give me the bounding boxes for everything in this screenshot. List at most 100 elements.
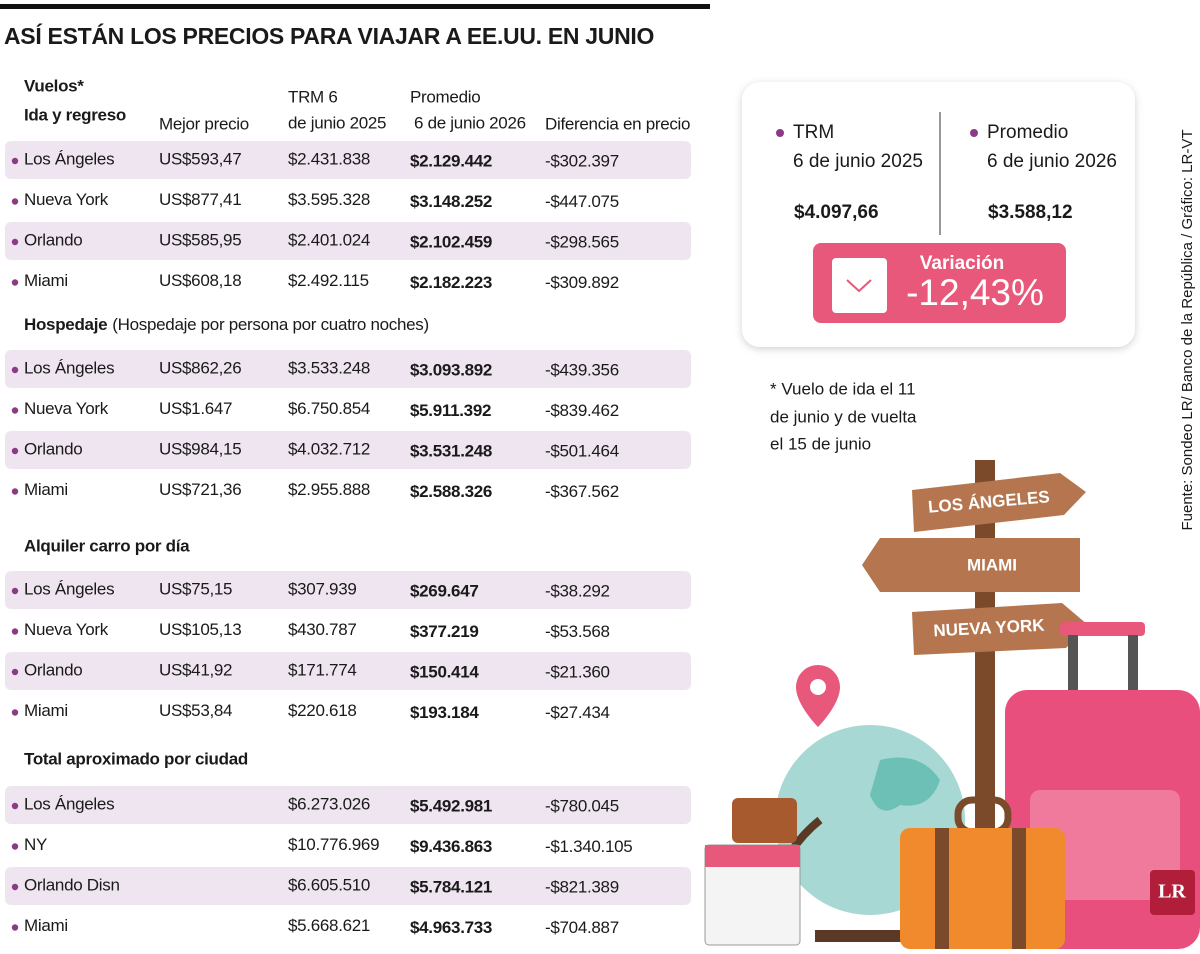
cell-trm: $2.955.888 xyxy=(288,480,370,499)
cell-avg: $150.414 xyxy=(410,662,479,681)
pocket xyxy=(1030,790,1180,900)
logo-text: LR xyxy=(1158,881,1186,903)
wallet xyxy=(732,798,797,843)
city: Orlando Disn xyxy=(24,875,120,894)
sign-label: MIAMI xyxy=(967,555,1017,574)
price-table: Mejor precio TRM 6 de junio 2025 Promedio 6 … xyxy=(5,76,691,937)
column-header: Promedio xyxy=(410,87,480,106)
column-header: Mejor precio xyxy=(159,114,249,133)
logo xyxy=(1150,870,1195,915)
cell-diff: -$821.389 xyxy=(545,877,619,896)
cell-best: US$585,95 xyxy=(159,230,241,249)
cell-avg: $9.436.863 xyxy=(410,837,492,856)
bullet xyxy=(11,488,19,495)
city: Miami xyxy=(24,701,68,720)
cell-diff: -$501.464 xyxy=(545,441,619,460)
cell-best: US$593,47 xyxy=(159,149,241,168)
chevron xyxy=(846,279,872,293)
summary-sub: 6 de junio 2026 xyxy=(987,151,1117,172)
cell-avg: $377.219 xyxy=(410,622,479,641)
cell-avg: $2.129.442 xyxy=(410,151,492,170)
handle xyxy=(1060,622,1145,636)
column-header: TRM 6 xyxy=(288,87,338,106)
cell-diff: -$704.887 xyxy=(545,918,619,937)
summary-label: Promedio xyxy=(987,122,1068,143)
cell-best: US$721,36 xyxy=(159,480,241,499)
cell-best: US$877,41 xyxy=(159,190,241,209)
handle-bar xyxy=(1068,635,1078,695)
bullet xyxy=(11,883,19,891)
bullet xyxy=(11,238,19,246)
summary-value: $3.588,12 xyxy=(988,202,1073,223)
cell-trm: $2.401.024 xyxy=(288,230,370,249)
cell-avg: $5.492.981 xyxy=(410,796,492,815)
city: NY xyxy=(24,835,47,854)
cell-avg: $3.148.252 xyxy=(410,192,492,211)
cell-trm: $220.618 xyxy=(288,701,357,720)
city: Los Ángeles xyxy=(24,358,114,377)
column-header: 6 de junio 2026 xyxy=(414,113,526,132)
city: Nueva York xyxy=(24,620,109,639)
orange-suitcase xyxy=(900,828,1065,949)
globe-base xyxy=(815,930,905,942)
cell-avg: $193.184 xyxy=(410,703,479,722)
cell-diff: -$780.045 xyxy=(545,796,619,815)
calendar-top xyxy=(705,845,800,867)
cell-diff: -$309.892 xyxy=(545,273,619,292)
strap xyxy=(935,828,949,949)
column-header: Diferencia en precio xyxy=(545,114,690,133)
sign xyxy=(912,603,1088,655)
cell-best: US$608,18 xyxy=(159,271,241,290)
bullet xyxy=(11,407,19,414)
cell-avg: $2.588.326 xyxy=(410,482,492,501)
cell-diff: -$298.565 xyxy=(545,232,619,251)
cell-diff: -$439.356 xyxy=(545,360,619,379)
variation-value: -12,43% xyxy=(906,272,1044,313)
cell-trm: $2.492.115 xyxy=(288,271,369,290)
cell-trm: $6.273.026 xyxy=(288,794,370,813)
cell-trm: $307.939 xyxy=(288,579,357,598)
cell-best: US$41,92 xyxy=(159,660,232,679)
cell-diff: -$302.397 xyxy=(545,151,619,170)
cell-best: US$75,15 xyxy=(159,579,232,598)
cell-diff: -$21.360 xyxy=(545,662,610,681)
section-subtitle: Ida y regreso xyxy=(24,105,126,124)
cell-trm: $2.431.838 xyxy=(288,149,370,168)
cell-trm: $3.533.248 xyxy=(288,358,370,377)
section-note: (Hospedaje por persona por cuatro noches… xyxy=(112,315,429,334)
cell-trm: $3.595.328 xyxy=(288,190,370,209)
cell-avg: $3.531.248 xyxy=(410,441,492,460)
cell-trm: $6.605.510 xyxy=(288,875,370,894)
pin xyxy=(796,665,840,727)
city: Miami xyxy=(24,271,68,290)
bullet xyxy=(11,157,19,165)
handle-bar xyxy=(1128,635,1138,695)
bullet xyxy=(11,198,19,205)
cell-avg: $269.647 xyxy=(410,581,479,600)
title: ASÍ ESTÁN LOS PRECIOS PARA VIAJAR A EE.U… xyxy=(4,22,654,49)
row-stripe xyxy=(5,652,691,690)
bullet xyxy=(776,129,784,137)
cell-diff: -$839.462 xyxy=(545,401,619,420)
footnote: de junio y de vuelta xyxy=(770,407,917,426)
cell-diff: -$38.292 xyxy=(545,581,610,600)
bullet xyxy=(11,668,19,676)
summary-value: $4.097,66 xyxy=(794,202,879,223)
city: Los Ángeles xyxy=(24,794,114,813)
bullet xyxy=(11,843,19,850)
cell-trm: $4.032.712 xyxy=(288,439,370,458)
bullet xyxy=(11,366,19,374)
strap xyxy=(1012,828,1026,949)
bullet xyxy=(11,447,19,455)
row-stripe xyxy=(5,222,691,260)
city: Orlando xyxy=(24,230,82,249)
city: Los Ángeles xyxy=(24,149,114,168)
section-title: Total aproximado por ciudad xyxy=(24,749,248,768)
column-header: de junio 2025 xyxy=(288,113,386,132)
bullet xyxy=(11,279,19,286)
cell-trm: $6.750.854 xyxy=(288,399,370,418)
cell-avg: $2.182.223 xyxy=(410,273,492,292)
sign xyxy=(862,538,1080,592)
row-stripe xyxy=(5,350,691,388)
city: Nueva York xyxy=(24,190,109,209)
